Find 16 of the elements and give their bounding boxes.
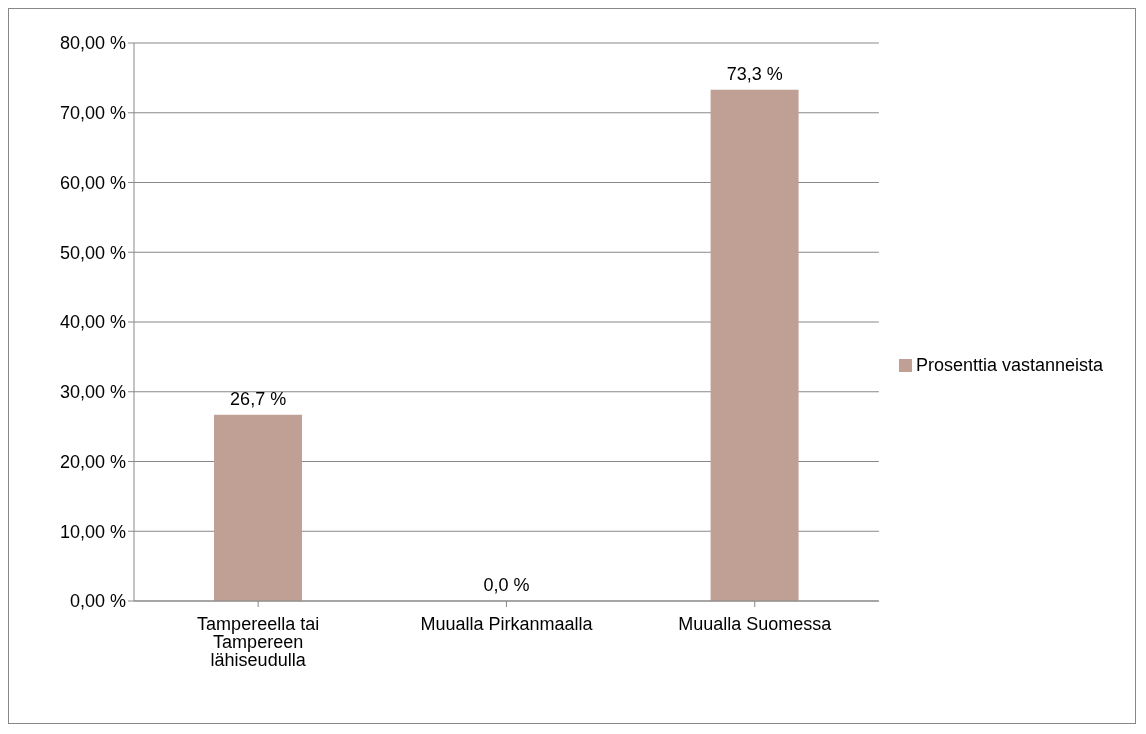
x-tick-label: Muualla Suomessa [678, 613, 833, 634]
y-tick-label: 40,00 % [59, 312, 126, 333]
y-tick-label: 30,00 % [59, 382, 126, 403]
y-tick-label: 60,00 % [59, 172, 126, 193]
y-tick-label: 50,00 % [59, 242, 126, 263]
data-label: 73,3 % [726, 63, 783, 84]
x-tick-label: Muualla Pirkanmaalla [420, 613, 594, 634]
y-tick-label: 70,00 % [59, 103, 126, 124]
legend-label: Prosenttia vastanneista [915, 354, 1103, 375]
data-label: 0,0 % [483, 575, 530, 595]
y-tick-label: 20,00 % [59, 451, 126, 472]
y-tick-label: 0,00 % [69, 591, 126, 612]
x-tick-label: Tampereella tai Tampereen lähiseudulla [197, 613, 320, 670]
y-tick-label: 10,00 % [59, 521, 126, 542]
data-label: 26,7 % [230, 388, 287, 409]
y-tick-label: 80,00 % [59, 33, 126, 54]
